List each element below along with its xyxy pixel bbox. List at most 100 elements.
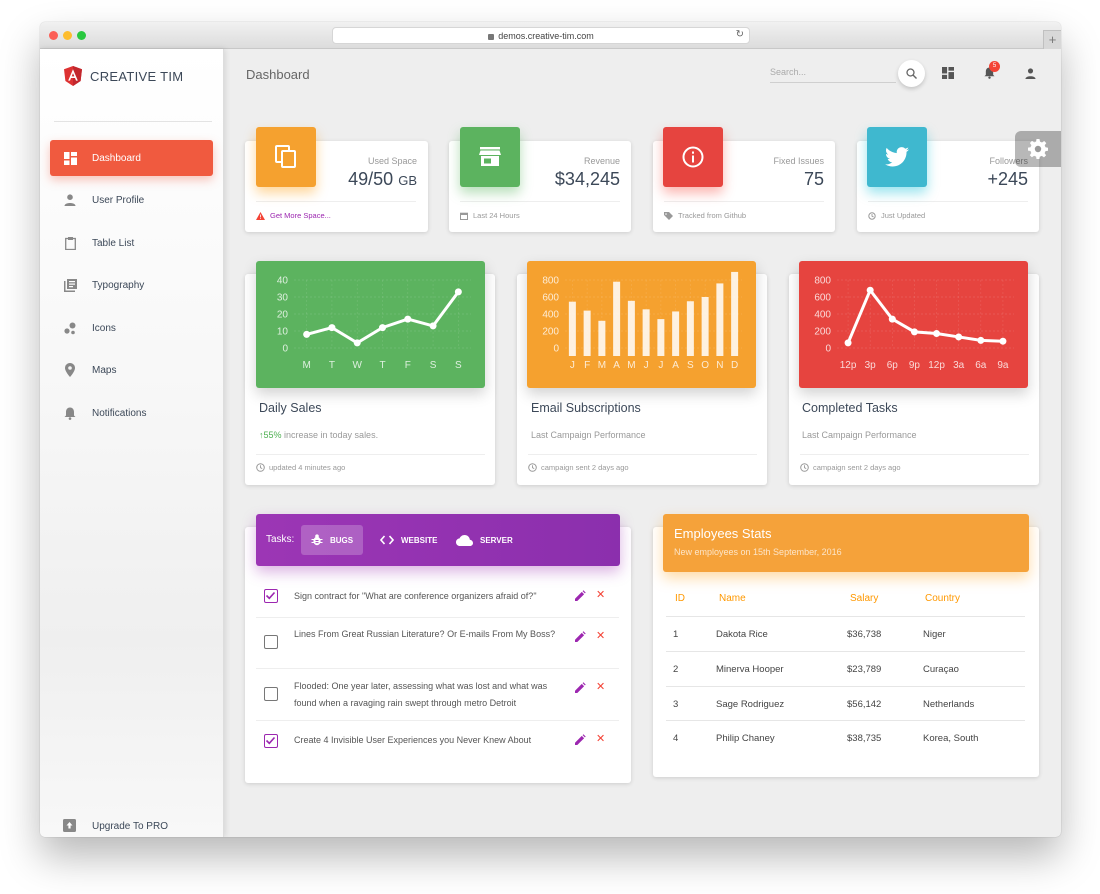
sidebar: CREATIVE TIM Dashboard User Profile Tabl… xyxy=(40,49,224,837)
task-checkbox[interactable] xyxy=(264,589,278,603)
content-copy-icon xyxy=(256,127,316,187)
gear-icon xyxy=(1028,139,1048,159)
sidebar-item-user-profile[interactable]: User Profile xyxy=(50,182,213,218)
edit-icon[interactable] xyxy=(574,631,586,643)
y-tick-label: 0 xyxy=(553,344,559,355)
tasks-card xyxy=(245,527,631,783)
x-tick-label: M xyxy=(302,360,310,371)
sidebar-item-label: Icons xyxy=(92,322,116,334)
sidebar-item-maps[interactable]: Maps xyxy=(50,352,213,388)
tab-website[interactable]: WEBSITE xyxy=(370,525,447,555)
bar xyxy=(657,319,665,356)
sidebar-item-label: Maps xyxy=(92,364,117,376)
data-point xyxy=(454,288,462,296)
upgrade-label: Upgrade To PRO xyxy=(92,820,168,832)
search-button[interactable] xyxy=(898,60,925,87)
edit-icon[interactable] xyxy=(574,734,586,746)
y-tick-label: 40 xyxy=(277,276,289,287)
tab-bugs[interactable]: BUGS xyxy=(301,525,364,555)
person-icon xyxy=(63,193,77,207)
unarchive-icon xyxy=(63,819,77,833)
reload-icon[interactable]: ↻ xyxy=(735,29,744,40)
x-tick-label: J xyxy=(658,360,663,371)
tag-icon xyxy=(664,211,673,220)
brand-logo-link[interactable]: CREATIVE TIM xyxy=(64,63,183,89)
x-tick-label: M xyxy=(598,360,606,371)
x-tick-label: 6a xyxy=(975,360,987,371)
y-tick-label: 400 xyxy=(814,310,831,321)
sidebar-item-icons[interactable]: Icons xyxy=(50,310,213,346)
chart-footer: updated 4 minutes ago xyxy=(256,454,485,472)
x-tick-label: F xyxy=(405,360,411,371)
employees-title: Employees Stats xyxy=(674,526,772,541)
employees-subtitle: New employees on 15th September, 2016 xyxy=(674,547,842,557)
data-point xyxy=(379,324,386,332)
bar xyxy=(731,271,739,356)
stat-footer: Get More Space... xyxy=(256,201,416,220)
angular-logo-icon xyxy=(64,66,82,86)
address-bar[interactable]: demos.creative-tim.com ↻ xyxy=(332,27,750,44)
get-more-space-link[interactable]: Get More Space... xyxy=(270,211,331,220)
library-books-icon xyxy=(63,278,77,292)
x-tick-label: A xyxy=(672,360,679,371)
task-row: Sign contract for "What are conference o… xyxy=(256,577,619,618)
tab-label: BUGS xyxy=(330,535,354,545)
stat-footer-text: Just Updated xyxy=(881,211,926,220)
sidebar-item-label: Notifications xyxy=(92,407,147,419)
tab-server[interactable]: SERVER xyxy=(446,525,523,555)
bubble-chart-icon xyxy=(63,321,77,335)
x-tick-label: 6p xyxy=(887,360,899,371)
delete-icon[interactable]: ✕ xyxy=(596,589,606,601)
settings-toggle[interactable] xyxy=(1015,131,1061,167)
table-divider xyxy=(666,651,1025,652)
search-input[interactable]: Search... xyxy=(770,67,896,83)
dashboard-icon[interactable] xyxy=(941,66,955,80)
data-point xyxy=(999,337,1007,345)
task-text: Flooded: One year later, assessing what … xyxy=(294,681,548,708)
profile-button[interactable] xyxy=(1023,66,1037,80)
stat-category: Followers xyxy=(989,156,1028,166)
sidebar-item-dashboard[interactable]: Dashboard xyxy=(50,140,213,176)
sidebar-item-typography[interactable]: Typography xyxy=(50,267,213,303)
upgrade-to-pro-link[interactable]: Upgrade To PRO xyxy=(50,814,168,837)
table-header-id: ID xyxy=(675,593,685,604)
y-tick-label: 200 xyxy=(542,327,559,338)
employees-header: Employees Stats New employees on 15th Se… xyxy=(663,514,1029,572)
minimize-window-button[interactable] xyxy=(63,31,72,40)
sidebar-item-table-list[interactable]: Table List xyxy=(50,225,213,261)
edit-icon[interactable] xyxy=(574,590,586,602)
data-point xyxy=(977,336,985,344)
delete-icon[interactable]: ✕ xyxy=(596,733,606,745)
search-icon xyxy=(906,68,917,79)
stat-footer-text: Tracked from Github xyxy=(678,211,747,220)
y-tick-label: 200 xyxy=(814,327,831,338)
table-divider xyxy=(666,720,1025,721)
clock-icon xyxy=(256,463,265,472)
sidebar-item-notifications[interactable]: Notifications xyxy=(50,395,213,431)
table-cell-id: 3 xyxy=(673,699,679,710)
delete-icon[interactable]: ✕ xyxy=(596,681,606,693)
table-cell-country: Curaçao xyxy=(923,664,959,675)
sidebar-item-label: Dashboard xyxy=(92,152,141,164)
stat-value: 49/50 GB xyxy=(348,169,417,189)
data-point xyxy=(353,339,361,347)
edit-icon[interactable] xyxy=(574,682,586,694)
daily-sales-chart: 0 10 20 30 40 M T W T F S S xyxy=(256,261,485,388)
task-checkbox[interactable] xyxy=(264,734,278,748)
task-row: Create 4 Invisible User Experiences you … xyxy=(256,721,619,761)
task-checkbox[interactable] xyxy=(264,687,278,701)
task-text: Create 4 Invisible User Experiences you … xyxy=(294,735,532,745)
tab-label: WEBSITE xyxy=(401,535,438,545)
y-tick-label: 0 xyxy=(282,344,288,355)
delete-icon[interactable]: ✕ xyxy=(596,630,606,642)
table-cell-country: Korea, South xyxy=(923,733,979,744)
maximize-window-button[interactable] xyxy=(77,31,86,40)
data-point xyxy=(404,315,412,323)
new-tab-button[interactable]: + xyxy=(1043,30,1061,49)
y-tick-label: 600 xyxy=(542,293,559,304)
task-checkbox[interactable] xyxy=(264,635,278,649)
clock-icon xyxy=(528,463,537,472)
close-window-button[interactable] xyxy=(49,31,58,40)
bar xyxy=(686,301,694,356)
